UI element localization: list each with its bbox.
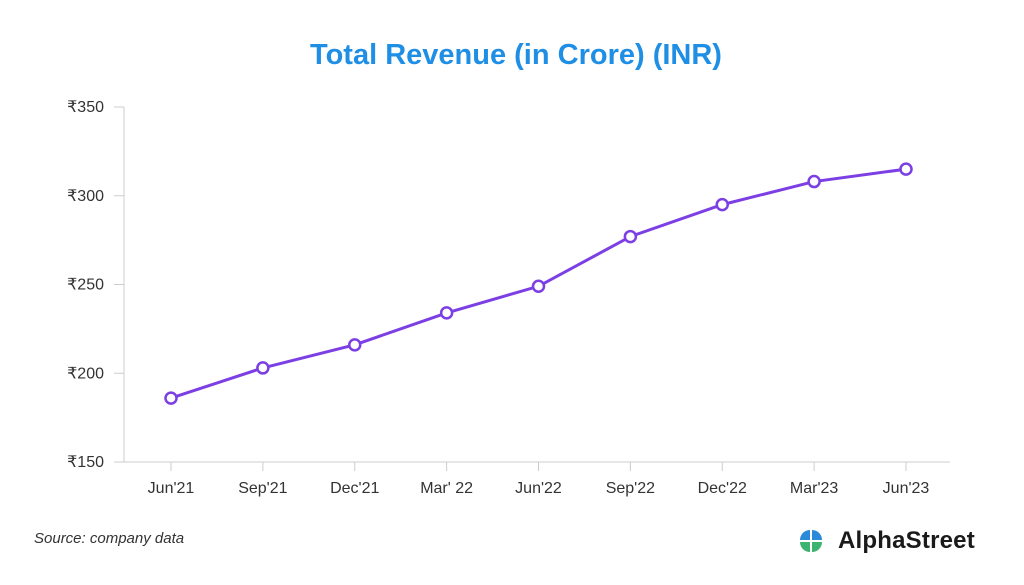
x-tick-label: Dec'21 xyxy=(330,480,379,497)
y-tick-label: ₹300 xyxy=(67,188,104,205)
y-tick-label: ₹150 xyxy=(67,454,104,471)
y-tick-label: ₹350 xyxy=(67,99,104,116)
data-point xyxy=(715,197,729,212)
x-tick-label: Mar'23 xyxy=(790,480,839,497)
x-tick-label: Jun'21 xyxy=(148,480,195,497)
x-tick-label: Mar' 22 xyxy=(420,480,473,497)
y-axis-ticks: ₹150 ₹200 ₹250 ₹300 ₹350 xyxy=(67,99,124,471)
x-axis-ticks: Jun'21 Sep'21 Dec'21 Mar' 22 Jun'22 Sep'22 Dec… xyxy=(148,462,930,497)
x-tick-label: Jun'22 xyxy=(515,480,562,497)
source-note: Source: company data xyxy=(34,530,185,547)
data-points xyxy=(164,162,913,405)
data-point xyxy=(348,338,362,352)
brand-name: AlphaStreet xyxy=(838,527,975,554)
data-point xyxy=(531,279,546,294)
data-point xyxy=(623,229,638,244)
x-tick-label: Sep'22 xyxy=(606,480,655,497)
data-point xyxy=(439,306,454,320)
data-point xyxy=(164,391,178,405)
brand: AlphaStreet xyxy=(794,524,975,558)
data-point xyxy=(807,174,821,189)
y-tick-label: ₹200 xyxy=(67,365,104,382)
x-tick-label: Jun'23 xyxy=(883,480,930,497)
data-point xyxy=(899,162,913,176)
x-tick-label: Sep'21 xyxy=(238,480,287,497)
x-tick-label: Dec'22 xyxy=(698,480,747,497)
chart-title: Total Revenue (in Crore) (INR) xyxy=(310,39,722,71)
alphastreet-logo-icon xyxy=(800,530,822,552)
y-tick-label: ₹250 xyxy=(67,277,104,294)
data-point xyxy=(256,361,270,375)
